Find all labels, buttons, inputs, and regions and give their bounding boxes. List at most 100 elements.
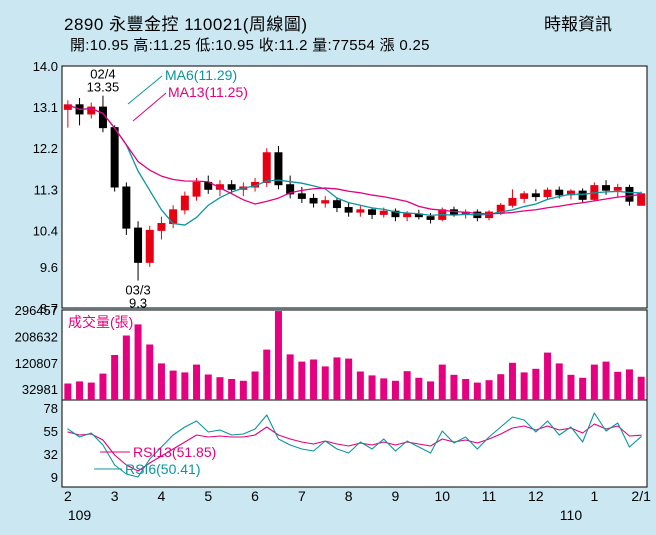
- candle-body: [110, 127, 119, 188]
- month-label: 11: [482, 488, 497, 504]
- volume-bar: [497, 374, 505, 400]
- volume-label: 成交量(張): [68, 314, 133, 330]
- volume-bar: [251, 371, 259, 400]
- volume-bar: [122, 335, 130, 400]
- volume-bar: [216, 377, 224, 400]
- month-label: 6: [251, 488, 259, 504]
- volume-bar: [134, 324, 142, 400]
- volume-bar: [380, 378, 388, 400]
- candle-body: [520, 193, 529, 199]
- candle-body: [637, 193, 646, 206]
- candle-body: [262, 152, 271, 183]
- volume-bar: [333, 357, 341, 400]
- volume-bar: [544, 352, 552, 400]
- price-panel: [61, 65, 648, 309]
- price-axis-tick: 9.6: [40, 260, 58, 275]
- volume-bar: [462, 379, 470, 400]
- ma13-leader-line: [132, 92, 167, 122]
- rsi6-label: RSI6(50.41): [125, 461, 200, 477]
- candle-body: [426, 216, 435, 220]
- price-axis-tick: 14.0: [33, 59, 58, 74]
- rsi-axis-tick: 32: [44, 447, 58, 462]
- month-label: 2/1: [631, 488, 651, 504]
- price-axis-tick: 11.3: [34, 182, 58, 197]
- volume-bar: [555, 363, 563, 400]
- volume-bar: [87, 382, 95, 400]
- month-label: 2: [64, 488, 72, 504]
- low-annotation-price: 9.3: [129, 296, 147, 311]
- candle-body: [274, 152, 283, 186]
- volume-bar: [579, 377, 587, 400]
- year-label: 110: [560, 507, 583, 523]
- year-label: 109: [68, 507, 92, 523]
- month-label: 8: [345, 488, 353, 504]
- ma13-line: [67, 104, 642, 215]
- data-source-label: 時報資訊: [544, 15, 612, 34]
- chart-title: 2890 永豐金控 110021(周線圖): [64, 15, 308, 34]
- volume-bar: [485, 380, 493, 400]
- candle-body: [403, 213, 412, 218]
- candle-body: [555, 189, 564, 196]
- rsi-axis-tick: 78: [44, 401, 58, 416]
- price-axis-tick: 13.1: [33, 100, 58, 115]
- ma6-label: MA6(11.29): [165, 67, 237, 83]
- price-axis-tick: 8.7: [40, 301, 58, 316]
- rsi13-line: [67, 423, 642, 472]
- volume-bar: [169, 370, 177, 400]
- volume-bar: [438, 364, 446, 400]
- volume-bar: [415, 377, 423, 400]
- volume-bar: [614, 371, 622, 400]
- month-label: 1: [590, 488, 598, 504]
- volume-bar: [637, 376, 645, 400]
- volume-bar: [590, 364, 598, 400]
- candle-body: [368, 209, 377, 215]
- candle-body: [391, 210, 400, 218]
- candle-body: [356, 209, 365, 213]
- volume-bar: [239, 380, 247, 400]
- volume-bar: [625, 369, 633, 400]
- volume-axis-tick: 32981: [22, 382, 58, 397]
- volume-bar: [321, 366, 329, 400]
- month-label: 5: [204, 488, 212, 504]
- candle-body: [192, 181, 201, 197]
- volume-bar: [450, 374, 458, 400]
- high-annotation-date: 02/4: [90, 67, 115, 82]
- candle-body: [180, 195, 189, 211]
- volume-bar: [181, 372, 189, 400]
- volume-bar: [508, 362, 516, 400]
- volume-bar: [263, 349, 271, 400]
- candle-body: [286, 184, 295, 195]
- volume-bar: [403, 371, 411, 400]
- high-annotation-price: 13.35: [87, 80, 120, 95]
- volume-axis-tick: 208632: [15, 329, 58, 344]
- candle-body: [344, 207, 353, 213]
- month-label: 4: [158, 488, 166, 504]
- volume-bar: [567, 374, 575, 400]
- candle-body: [508, 197, 517, 206]
- ohlc-quote-line: 開:10.95 高:11.25 低:10.95 收:11.2 量:77554 漲…: [70, 37, 430, 54]
- volume-bar: [146, 344, 154, 400]
- candle-body: [613, 186, 622, 191]
- volume-bar: [157, 363, 165, 400]
- volume-bar: [345, 358, 353, 400]
- candle-body: [578, 190, 587, 200]
- rsi6-line: [67, 412, 642, 478]
- volume-bar: [76, 381, 84, 400]
- candle-body: [531, 193, 540, 198]
- candle-body: [215, 184, 224, 190]
- volume-axis-tick: 296457: [15, 303, 58, 318]
- volume-bar: [111, 355, 119, 400]
- volume-bar: [310, 359, 318, 400]
- volume-bar: [427, 381, 435, 400]
- candle-body: [134, 227, 143, 263]
- rsi13-label: RSI13(51.85): [133, 444, 216, 460]
- volume-bar: [356, 371, 364, 400]
- low-annotation-date: 03/3: [125, 283, 150, 298]
- rsi-axis-tick: 55: [44, 424, 58, 439]
- candle-body: [543, 189, 552, 198]
- volume-bar: [228, 379, 236, 400]
- volume-bar: [193, 364, 201, 400]
- candle-body: [379, 210, 388, 215]
- candle-body: [157, 223, 166, 231]
